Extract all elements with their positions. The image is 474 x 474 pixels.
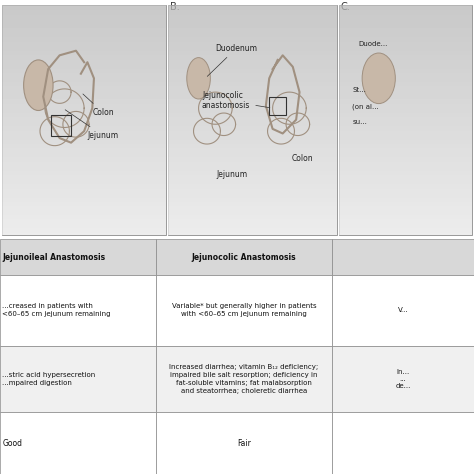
Text: Duode...: Duode...: [359, 41, 388, 47]
Ellipse shape: [362, 53, 395, 104]
Bar: [51, 115, 71, 136]
Text: ...creased in patients with
<60–65 cm jejunum remaining: ...creased in patients with <60–65 cm je…: [2, 303, 111, 318]
Bar: [339, 5, 472, 235]
Text: Jejunocolic
anastomosis: Jejunocolic anastomosis: [202, 91, 270, 110]
Text: St...: St...: [352, 87, 366, 93]
Text: Increased diarrhea; vitamin B₁₂ deficiency;
impaired bile salt resorption; defic: Increased diarrhea; vitamin B₁₂ deficien…: [170, 364, 319, 394]
Text: Duodenum: Duodenum: [207, 44, 257, 76]
Bar: [332, 346, 474, 412]
Bar: [332, 275, 474, 346]
Text: V...: V...: [398, 308, 408, 313]
Text: In...
...
de...: In... ... de...: [395, 369, 410, 389]
Text: (on al...: (on al...: [352, 103, 379, 109]
Text: Jejunoileal Anastomosis: Jejunoileal Anastomosis: [2, 253, 106, 262]
Bar: [156, 275, 332, 346]
Bar: [332, 239, 474, 275]
Text: Jejunocolic Anastomosis: Jejunocolic Anastomosis: [192, 253, 296, 262]
Bar: [2, 5, 166, 235]
Bar: [0, 412, 156, 474]
Bar: [0, 346, 156, 412]
Text: Colon: Colon: [83, 94, 114, 117]
Text: Variable* but generally higher in patients
with <60–65 cm jejunum remaining: Variable* but generally higher in patien…: [172, 303, 317, 318]
Text: Colon: Colon: [292, 154, 314, 163]
Text: su...: su...: [352, 119, 367, 125]
Text: ...stric acid hypersecretion
...mpaired digestion: ...stric acid hypersecretion ...mpaired …: [2, 372, 96, 386]
Bar: [156, 239, 332, 275]
Bar: [156, 412, 332, 474]
Bar: [269, 97, 286, 115]
Ellipse shape: [187, 58, 210, 99]
Text: Jejunum: Jejunum: [217, 170, 248, 179]
Text: B.: B.: [170, 2, 180, 12]
Ellipse shape: [24, 60, 53, 110]
Bar: [156, 346, 332, 412]
Bar: [168, 5, 337, 235]
Text: Jejunum: Jejunum: [65, 110, 118, 140]
Text: Good: Good: [2, 439, 22, 447]
Bar: [0, 275, 156, 346]
Text: C.: C.: [340, 2, 350, 12]
Text: Fair: Fair: [237, 439, 251, 447]
Bar: [332, 412, 474, 474]
Bar: [0, 239, 156, 275]
